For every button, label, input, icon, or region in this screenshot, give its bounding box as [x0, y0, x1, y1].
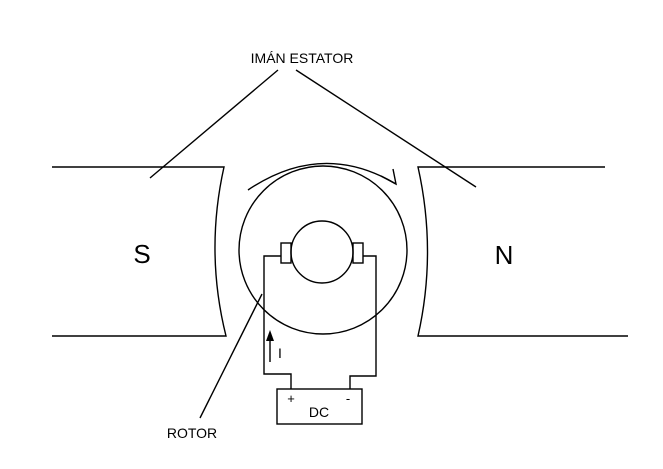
north-pole-label: N [495, 240, 514, 270]
north-pole-magnet [417, 166, 628, 337]
current-arrow-head [266, 330, 274, 341]
current-label: I [278, 345, 282, 361]
battery-minus-label: - [346, 391, 350, 406]
rotor-label: ROTOR [167, 425, 217, 441]
battery-label: DC [309, 404, 329, 420]
brush-left [280, 242, 292, 264]
rotor-leader [199, 293, 263, 419]
wire-right [349, 255, 377, 389]
rotation-arrow [247, 162, 397, 191]
wire-left [263, 255, 292, 389]
stator-leader-right [295, 69, 477, 188]
stator-label: IMÁN ESTATOR [251, 50, 354, 66]
rotor-circle [238, 165, 408, 335]
stator-leader-left [149, 69, 279, 179]
south-pole-magnet [52, 166, 227, 337]
commutator [290, 220, 354, 284]
battery [276, 388, 363, 425]
brush-right [352, 242, 364, 264]
battery-plus-label: + [287, 391, 295, 406]
south-pole-label: S [133, 239, 150, 269]
rotation-arrow-head [380, 168, 397, 186]
